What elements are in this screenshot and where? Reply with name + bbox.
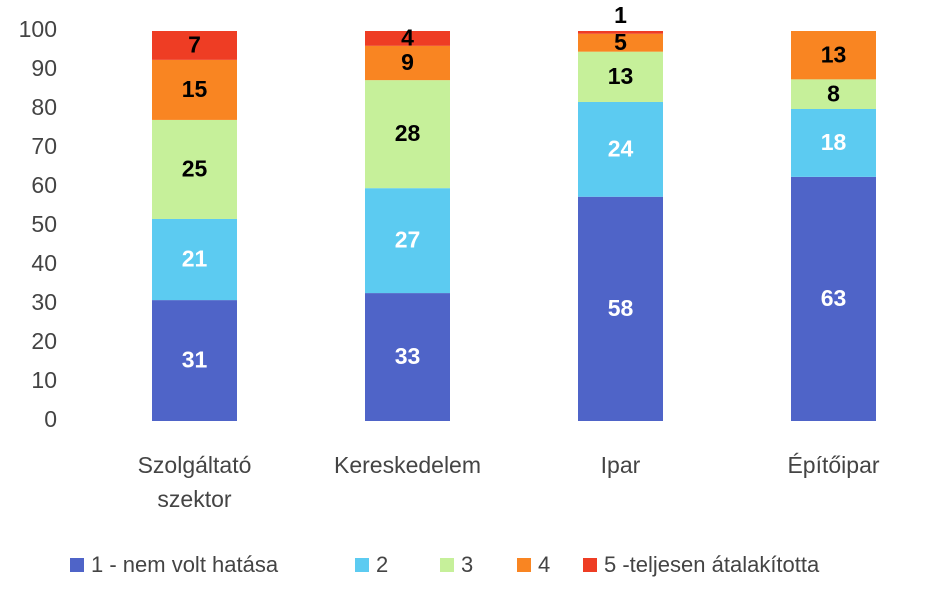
legend-item: 1 - nem volt hatása — [70, 552, 278, 578]
bar-segment — [578, 51, 663, 102]
legend-item: 5 -teljesen átalakította — [583, 552, 819, 578]
legend-item: 2 — [355, 552, 388, 578]
data-label: 13 — [608, 63, 634, 89]
data-label: 25 — [182, 156, 208, 182]
data-label: 7 — [188, 32, 201, 58]
bar-segment — [578, 31, 663, 34]
data-label: 63 — [821, 285, 847, 311]
bar-segment — [791, 31, 876, 80]
data-label: 5 — [614, 29, 627, 55]
y-tick-label: 30 — [31, 289, 57, 315]
legend-swatch — [583, 558, 597, 572]
bar-segment — [365, 188, 450, 294]
bar-segment — [365, 31, 450, 46]
data-label: 28 — [395, 120, 421, 146]
data-label: 21 — [182, 246, 208, 272]
legend-label: 1 - nem volt hatása — [91, 552, 279, 577]
x-tick-label: Ipar — [600, 452, 641, 478]
legend-swatch — [70, 558, 84, 572]
bar-segment — [152, 119, 237, 219]
bar-segment — [791, 176, 876, 421]
data-label: 33 — [395, 343, 421, 369]
data-label: 15 — [182, 76, 208, 102]
y-tick-label: 10 — [31, 367, 57, 393]
legend-label: 4 — [538, 552, 551, 577]
x-tick-label: Építőipar — [787, 452, 880, 478]
legend-label: 5 -teljesen átalakította — [604, 552, 820, 577]
y-tick-label: 90 — [31, 55, 57, 81]
y-tick-label: 50 — [31, 211, 57, 237]
data-label: 13 — [821, 41, 847, 67]
data-label: 4 — [401, 24, 414, 50]
data-label: 58 — [608, 295, 634, 321]
bar-segment — [365, 293, 450, 421]
data-label: 27 — [395, 227, 421, 253]
x-tick-label: Szolgáltató szektor — [137, 452, 252, 512]
data-label: 8 — [827, 80, 840, 106]
y-tick-label: 100 — [19, 16, 57, 42]
y-tick-label: 0 — [44, 406, 57, 432]
bar-segment — [791, 79, 876, 109]
bar-segment — [152, 59, 237, 120]
legend-swatch — [355, 558, 369, 572]
data-label: 18 — [821, 129, 847, 155]
bar-segment — [578, 33, 663, 52]
y-tick-label: 80 — [31, 94, 57, 120]
data-label: 1 — [614, 2, 627, 28]
bar-segment — [791, 109, 876, 177]
y-tick-label: 60 — [31, 172, 57, 198]
bar-segment — [578, 196, 663, 421]
bar-segment — [152, 31, 237, 60]
x-tick-label: Kereskedelem — [333, 452, 482, 478]
y-tick-label: 20 — [31, 328, 57, 354]
bar-segment — [578, 101, 663, 197]
legend-item: 3 — [440, 552, 473, 578]
legend-item: 4 — [517, 552, 550, 578]
bar-segment — [152, 300, 237, 421]
bar-segment — [365, 80, 450, 189]
legend-swatch — [517, 558, 531, 572]
legend-label: 2 — [376, 552, 389, 577]
data-label: 31 — [182, 347, 208, 373]
bar-segment — [152, 218, 237, 301]
data-label: 9 — [401, 49, 414, 75]
legend-label: 3 — [461, 552, 474, 577]
bar-segment — [365, 45, 450, 81]
data-label: 24 — [608, 135, 634, 161]
y-tick-label: 40 — [31, 250, 57, 276]
y-tick-label: 70 — [31, 133, 57, 159]
legend-swatch — [440, 558, 454, 572]
